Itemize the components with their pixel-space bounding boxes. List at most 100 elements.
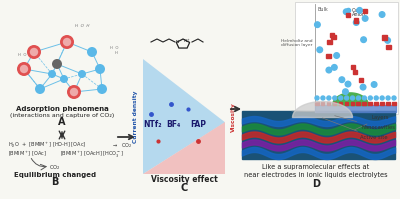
Circle shape (385, 38, 390, 43)
Text: Active site: Active site (322, 118, 388, 140)
Bar (386, 101, 390, 105)
Text: [BMIM$^+$] [OAc]: [BMIM$^+$] [OAc] (8, 149, 47, 159)
Text: Helmholtz and
diffusion layer: Helmholtz and diffusion layer (281, 39, 313, 47)
Circle shape (321, 96, 325, 100)
Text: $\rightarrow$  CO$_2$: $\rightarrow$ CO$_2$ (112, 141, 133, 150)
Circle shape (345, 96, 349, 100)
Text: B: B (51, 177, 59, 187)
Circle shape (35, 84, 45, 94)
Text: H  O: H O (18, 53, 26, 57)
Text: Current density: Current density (132, 91, 138, 143)
Circle shape (333, 96, 337, 100)
Text: Equilibrium changed: Equilibrium changed (14, 172, 96, 178)
Bar (346, 13, 350, 17)
Bar (392, 101, 396, 105)
FancyBboxPatch shape (295, 2, 398, 114)
Text: Like a supramolecular effects at: Like a supramolecular effects at (262, 164, 370, 170)
Text: Nanocavities: Nanocavities (335, 116, 396, 130)
Bar (351, 65, 355, 69)
Bar (321, 101, 324, 105)
Circle shape (78, 70, 86, 78)
Circle shape (315, 96, 319, 100)
Circle shape (350, 96, 354, 100)
Circle shape (17, 62, 31, 76)
Bar (326, 54, 331, 58)
Circle shape (327, 96, 331, 100)
Circle shape (67, 85, 81, 99)
Circle shape (332, 65, 337, 70)
Circle shape (339, 96, 343, 100)
Bar (359, 78, 363, 82)
Text: D: D (312, 179, 320, 189)
Bar (362, 101, 366, 105)
Circle shape (392, 96, 396, 100)
Circle shape (362, 16, 368, 21)
Circle shape (317, 47, 322, 53)
Bar (382, 35, 386, 40)
Circle shape (63, 38, 71, 46)
Circle shape (354, 20, 359, 25)
Circle shape (360, 84, 366, 90)
Circle shape (339, 77, 345, 82)
Circle shape (356, 96, 360, 100)
Circle shape (60, 35, 74, 49)
Text: C: C (180, 183, 188, 193)
Circle shape (30, 48, 38, 56)
Circle shape (97, 84, 107, 94)
Text: Adsorption phenomena: Adsorption phenomena (16, 106, 108, 112)
Circle shape (357, 8, 362, 13)
Text: NTf₂: NTf₂ (144, 120, 162, 129)
Bar (368, 101, 372, 105)
Circle shape (345, 81, 351, 87)
Text: H  O  H: H O H (75, 24, 89, 28)
Circle shape (343, 89, 348, 95)
Circle shape (70, 88, 78, 96)
Bar (354, 18, 358, 23)
Text: CO$_2$: CO$_2$ (49, 163, 61, 172)
Bar (333, 101, 336, 105)
Text: BF₄: BF₄ (166, 120, 180, 129)
Bar (331, 35, 336, 39)
Text: Layers: Layers (354, 115, 390, 130)
Circle shape (386, 96, 390, 100)
Text: (interactions and capture of CO₂): (interactions and capture of CO₂) (10, 113, 114, 118)
Bar (374, 101, 378, 105)
Circle shape (52, 59, 62, 69)
Text: Anion: Anion (352, 13, 366, 18)
Text: Cation: Cation (352, 8, 368, 13)
Text: H  O
    H: H O H (110, 46, 118, 55)
Text: Viscosity effect: Viscosity effect (151, 175, 217, 184)
Circle shape (362, 96, 366, 100)
Text: N: N (175, 40, 179, 44)
Polygon shape (143, 59, 225, 174)
Circle shape (326, 67, 332, 73)
Circle shape (20, 65, 28, 73)
Text: Bulk: Bulk (317, 7, 328, 12)
Bar (386, 45, 391, 49)
Circle shape (344, 9, 349, 15)
Polygon shape (143, 122, 225, 174)
Circle shape (368, 96, 372, 100)
Circle shape (48, 70, 56, 78)
Bar (339, 101, 342, 105)
Text: [BMIM$^+$] [OAcH] [HCO$_3^-$]: [BMIM$^+$] [OAcH] [HCO$_3^-$] (60, 149, 124, 160)
Bar (315, 101, 318, 105)
Circle shape (60, 75, 68, 83)
Circle shape (87, 47, 97, 57)
Bar (242, 111, 395, 159)
Bar (315, 105, 396, 112)
Circle shape (315, 22, 320, 27)
Bar (327, 40, 332, 44)
Bar (380, 101, 384, 105)
Bar (363, 9, 367, 13)
Text: H$_2$O  +  [BMIM$^+$] [HO-H] [OAc]: H$_2$O + [BMIM$^+$] [HO-H] [OAc] (8, 140, 86, 150)
Bar (356, 101, 360, 105)
Circle shape (374, 96, 378, 100)
Bar (327, 101, 330, 105)
Circle shape (361, 37, 366, 42)
Bar (330, 33, 334, 37)
Circle shape (334, 53, 340, 58)
Circle shape (380, 96, 384, 100)
Text: near electrodes in ionic liquids electrolytes: near electrodes in ionic liquids electro… (244, 172, 388, 178)
Text: A: A (58, 117, 66, 127)
